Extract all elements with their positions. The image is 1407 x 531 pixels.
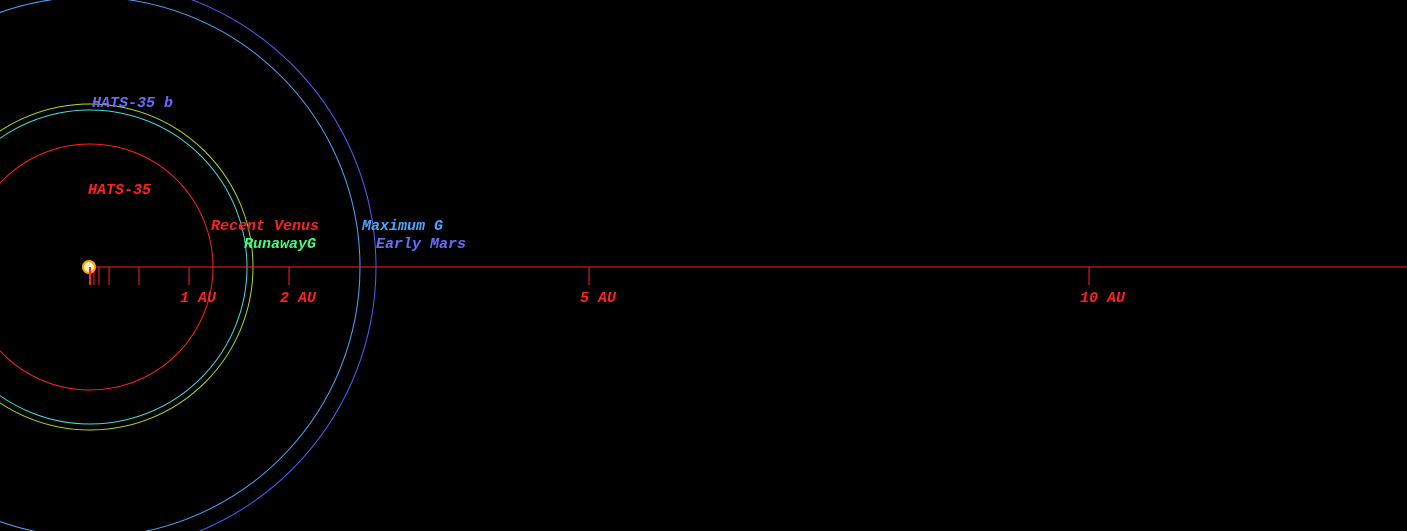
scale-label: 10 AU [1080,290,1126,307]
zone-label: Early Mars [376,236,466,253]
planet-label: HATS-35 b [92,95,173,112]
scale-label: 5 AU [580,290,617,307]
scale-label: 2 AU [280,290,317,307]
zone-label: Recent Venus [211,218,319,235]
zone-label: RunawayG [244,236,316,253]
scale-ticks [93,267,1090,285]
star-label: HATS-35 [88,182,151,199]
scale-label: 1 AU [180,290,217,307]
zone-label: Maximum G [361,218,443,235]
